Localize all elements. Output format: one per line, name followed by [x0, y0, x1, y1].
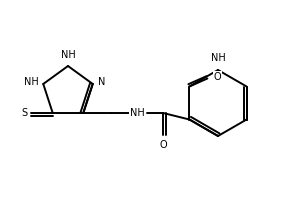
Text: NH: NH: [61, 50, 75, 60]
Text: S: S: [22, 108, 28, 118]
Text: NH: NH: [211, 53, 225, 63]
Text: N: N: [98, 77, 105, 87]
Text: NH: NH: [23, 77, 38, 87]
Text: O: O: [160, 140, 167, 150]
Text: O: O: [213, 72, 221, 82]
Text: NH: NH: [130, 108, 145, 118]
